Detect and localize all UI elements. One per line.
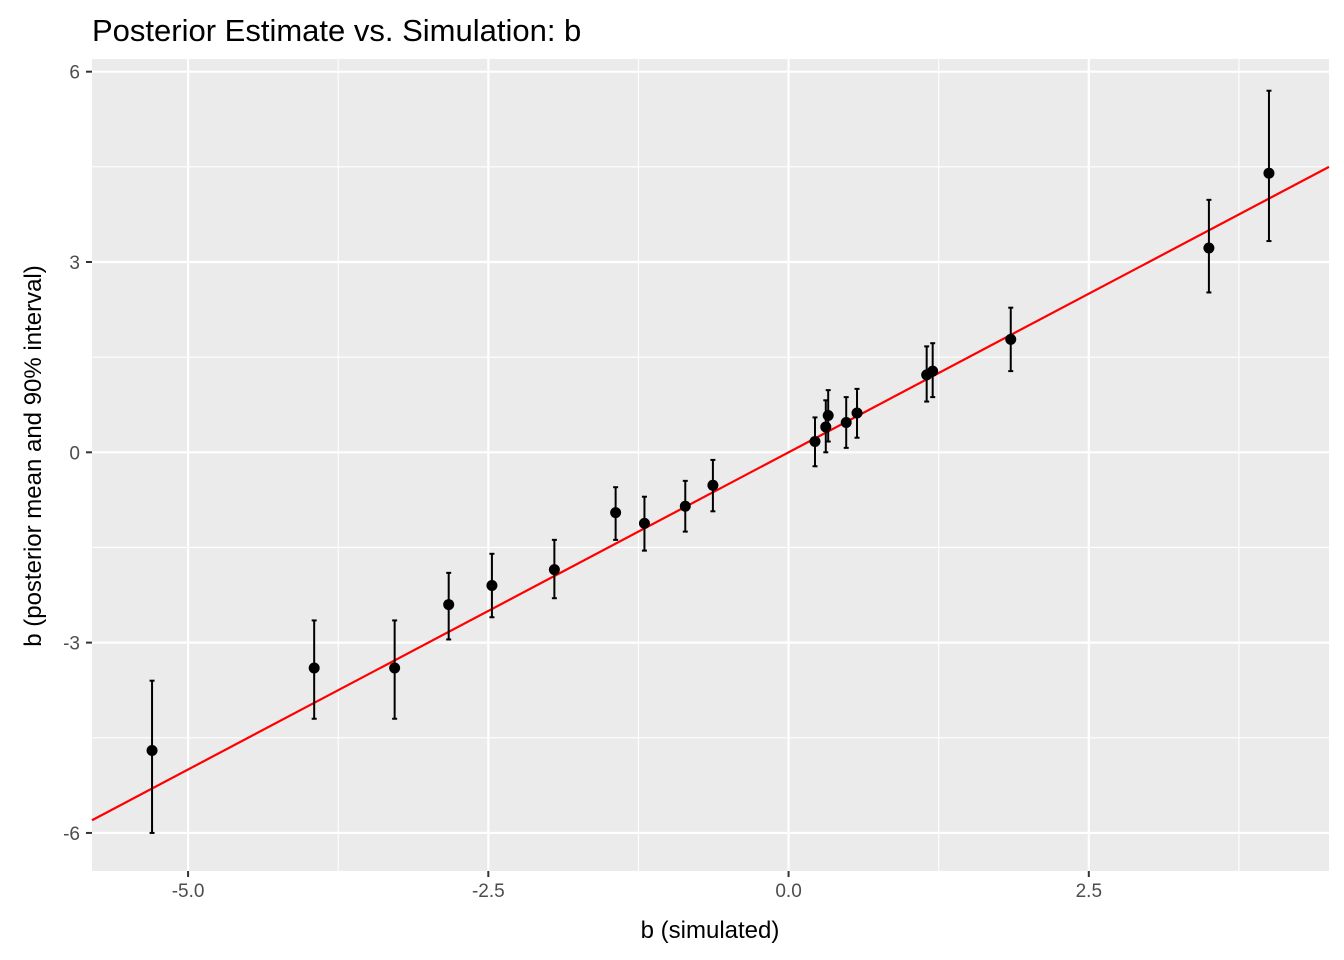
data-point [146, 744, 158, 756]
x-axis-title: b (simulated) [641, 917, 780, 944]
plot-panel [92, 59, 1329, 871]
data-point [822, 410, 834, 422]
data-point [820, 421, 832, 433]
data-point [486, 580, 498, 592]
y-tick-label: 3 [69, 253, 80, 274]
y-tick-label: -3 [63, 634, 80, 655]
error-bar [149, 679, 155, 834]
y-axis-title: b (posterior mean and 90% interval) [20, 265, 47, 647]
data-point [443, 599, 455, 611]
data-points [146, 167, 1275, 756]
data-point [851, 407, 863, 419]
reference-line-group [91, 165, 1330, 822]
data-point [389, 662, 401, 674]
data-point [308, 662, 320, 674]
data-point [707, 479, 719, 491]
grid-major [92, 59, 1329, 871]
data-point [548, 564, 560, 576]
data-point [638, 517, 650, 529]
data-point [1263, 167, 1275, 179]
x-tick-label: -5.0 [172, 881, 205, 902]
grid-minor [92, 59, 1329, 871]
data-point [679, 500, 691, 512]
data-point [1203, 242, 1215, 254]
y-tick-label: -6 [63, 824, 80, 845]
reference-line [91, 165, 1330, 822]
data-point [1005, 333, 1017, 345]
x-axis-ticks: -5.0 -2.5 0.0 2.5 [172, 871, 1102, 902]
data-point [610, 507, 622, 519]
error-bar [1266, 89, 1272, 243]
data-point [809, 436, 821, 448]
x-tick-label: 0.0 [775, 881, 801, 902]
y-axis-ticks: -6 -3 0 3 6 [63, 63, 92, 845]
chart-title: Posterior Estimate vs. Simulation: b [92, 13, 581, 48]
y-tick-label: 0 [69, 443, 80, 464]
data-point [840, 416, 852, 428]
y-tick-label: 6 [69, 63, 80, 84]
x-tick-label: 2.5 [1076, 881, 1102, 902]
x-tick-label: -2.5 [472, 881, 505, 902]
data-point [927, 365, 939, 377]
